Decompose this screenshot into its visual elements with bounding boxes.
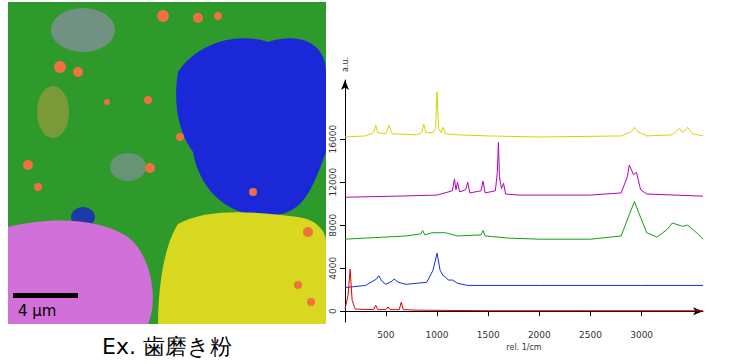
svg-text:2000: 2000 (528, 330, 551, 340)
svg-text:16000: 16000 (328, 125, 338, 154)
svg-text:1000: 1000 (426, 330, 449, 340)
svg-text:1500: 1500 (477, 330, 500, 340)
svg-text:rel. 1/cm: rel. 1/cm (506, 343, 542, 352)
svg-text:0: 0 (328, 308, 338, 314)
svg-text:2500: 2500 (579, 330, 602, 340)
svg-text:4000: 4000 (328, 256, 338, 279)
svg-text:8000: 8000 (328, 213, 338, 236)
html-text:Ex. 歯磨き粉: Ex. 歯磨き粉 (102, 334, 232, 359)
svg-text:a.u.: a.u. (341, 57, 350, 72)
svg-text:12000: 12000 (328, 168, 338, 197)
svg-text:500: 500 (377, 330, 394, 340)
svg-text:3000: 3000 (630, 330, 653, 340)
svg-text:4 μm: 4 μm (18, 302, 56, 320)
